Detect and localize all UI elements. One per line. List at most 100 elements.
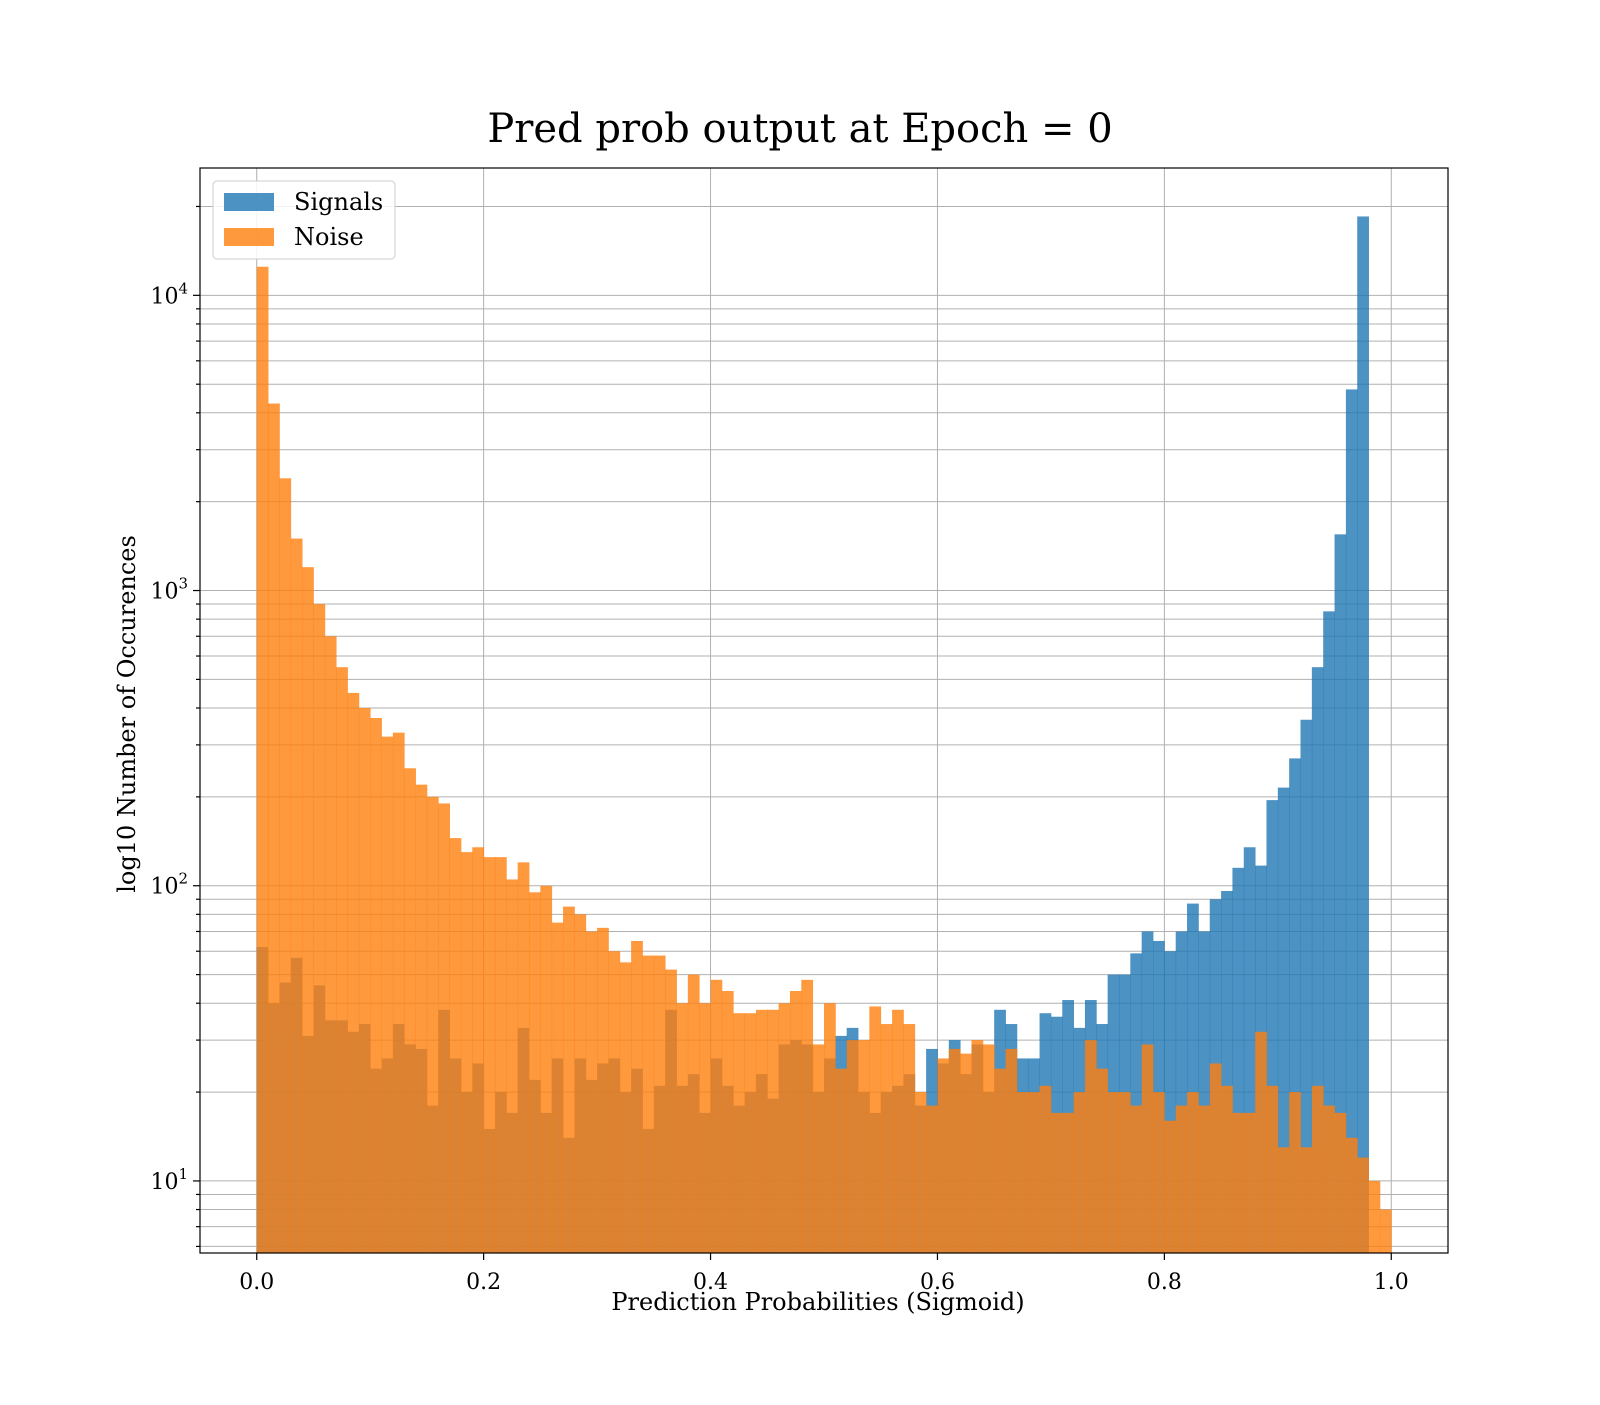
noise-bar <box>1062 1112 1074 1253</box>
noise-bar <box>971 1040 984 1253</box>
noise-bar <box>994 1068 1006 1253</box>
noise-bar <box>472 847 485 1253</box>
noise-bar <box>438 803 450 1253</box>
noise-bar <box>1232 1112 1245 1253</box>
noise-bar <box>676 1003 689 1253</box>
noise-bar <box>789 990 802 1253</box>
noise-bar <box>914 1092 927 1253</box>
x-tick-label: 0.0 <box>239 1270 274 1295</box>
noise-bar <box>449 838 462 1253</box>
noise-bar <box>778 1003 791 1253</box>
noise-bar <box>1243 1112 1256 1253</box>
noise-bar <box>824 1003 836 1253</box>
axes <box>193 167 1449 1260</box>
noise-bar <box>1334 1112 1347 1253</box>
signals-bar <box>1198 931 1211 1253</box>
noise-bar <box>608 951 621 1253</box>
noise-bar <box>1300 1147 1313 1253</box>
noise-bar <box>1289 1092 1301 1253</box>
signals-bar <box>1357 216 1369 1254</box>
noise-bar <box>494 857 507 1253</box>
noise-bar <box>937 1058 950 1253</box>
noise-bar <box>801 979 814 1253</box>
x-tick-label: 0.2 <box>466 1270 501 1295</box>
signals-bar <box>1221 890 1233 1253</box>
noise-bar <box>665 969 677 1253</box>
noise-bar <box>563 906 575 1253</box>
noise-bar <box>1153 1092 1165 1253</box>
noise-bar <box>1050 1112 1063 1253</box>
signals-bar <box>1300 719 1313 1253</box>
noise-bar <box>619 962 632 1253</box>
signals-bar <box>1289 758 1301 1253</box>
noise-bar <box>846 1040 859 1253</box>
noise-bar <box>1096 1068 1109 1253</box>
signals-bar <box>1277 787 1290 1253</box>
noise-bar <box>1221 1085 1233 1253</box>
noise-bar <box>642 955 655 1253</box>
noise-bar <box>290 538 303 1253</box>
noise-bar <box>313 604 326 1253</box>
noise-bar <box>574 914 587 1253</box>
y-axis-label: log10 Number of Occurences <box>113 535 141 893</box>
noise-bar <box>1345 1137 1358 1253</box>
noise-bar <box>1084 1040 1097 1253</box>
noise-bar <box>506 879 519 1253</box>
noise-bar <box>687 974 700 1253</box>
noise-bar <box>517 862 530 1253</box>
tick-labels: 0.0 0.2 0.4 0.6 0.8 1.0 101 102 103 104 <box>150 279 1408 1295</box>
noise-bar <box>982 1044 995 1253</box>
noise-bar <box>1357 1157 1369 1253</box>
noise-bar <box>858 1040 870 1253</box>
noise-bar <box>1311 1085 1324 1253</box>
noise-bar <box>256 266 269 1253</box>
noise-bar <box>529 892 541 1253</box>
noise-bar <box>653 955 666 1253</box>
noise-bar <box>336 667 348 1253</box>
noise-bar <box>415 784 428 1253</box>
x-tick-label: 0.6 <box>920 1270 955 1295</box>
noise-bar <box>631 940 643 1253</box>
noise-bar <box>585 931 598 1253</box>
noise-bar <box>404 768 416 1253</box>
signals-bar <box>1164 951 1177 1253</box>
noise-bar <box>1130 1105 1143 1253</box>
noise-bar <box>926 1105 938 1253</box>
noise-bar <box>869 1006 882 1253</box>
series-noise-bars <box>256 266 1392 1254</box>
noise-bar <box>268 403 280 1254</box>
noise-bar <box>1028 1092 1040 1253</box>
signals-bar <box>1323 611 1335 1253</box>
noise-bar <box>1175 1105 1188 1253</box>
noise-bar <box>948 1048 961 1253</box>
noise-bar <box>1368 1180 1381 1253</box>
signals-bar <box>1266 800 1279 1253</box>
noise-bar <box>540 885 553 1253</box>
y-tick-label: 103 <box>150 575 188 605</box>
noise-bar <box>733 1013 745 1253</box>
signals-bar <box>1232 867 1245 1253</box>
legend: Signals Noise <box>212 180 396 260</box>
noise-bar <box>835 1068 848 1253</box>
legend-label-signals: Signals <box>294 188 383 216</box>
noise-bar <box>358 708 371 1253</box>
noise-bar <box>699 1003 711 1253</box>
noise-bar <box>812 1044 825 1253</box>
x-tick-label: 0.4 <box>693 1270 728 1295</box>
noise-bar <box>597 927 609 1253</box>
noise-bar <box>1107 1092 1120 1253</box>
legend-swatch-signals <box>224 193 274 211</box>
noise-bar <box>880 1024 893 1253</box>
signals-bar <box>1175 931 1188 1253</box>
noise-bar <box>744 1013 757 1253</box>
noise-bar <box>1039 1085 1052 1253</box>
noise-bar <box>324 636 337 1253</box>
noise-bar <box>1323 1105 1335 1253</box>
y-tick-label: 104 <box>150 279 188 309</box>
noise-bar <box>1118 1092 1131 1253</box>
noise-bar <box>1005 1048 1018 1253</box>
signals-bar <box>1187 903 1199 1253</box>
x-axis-label: Prediction Probabilities (Sigmoid) <box>611 1288 1024 1316</box>
signals-bar <box>1334 534 1347 1253</box>
